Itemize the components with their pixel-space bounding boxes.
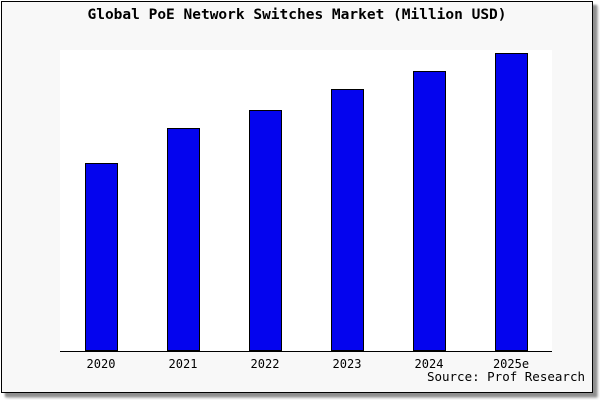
chart-card: Global PoE Network Switches Market (Mill…	[1, 1, 593, 393]
x-tick-2025e: 2025e	[492, 357, 530, 371]
x-tick-2023: 2023	[332, 357, 362, 371]
x-tick-2020: 2020	[86, 357, 116, 371]
bar-2021	[166, 127, 200, 351]
plot-area	[60, 50, 552, 352]
source-note: Source: Prof Research	[426, 369, 585, 384]
bar-2024	[412, 70, 446, 351]
x-tick-2022: 2022	[250, 357, 280, 371]
bar-2020	[84, 163, 118, 351]
x-tick-2024: 2024	[414, 357, 444, 371]
x-axis-ticks: 2020 2021 2022 2023 2024 2025e	[60, 357, 552, 373]
bar-2022	[248, 109, 282, 351]
bar-2025e	[494, 52, 528, 351]
x-tick-2021: 2021	[168, 357, 198, 371]
chart-title: Global PoE Network Switches Market (Mill…	[87, 7, 507, 23]
bar-2023	[330, 88, 364, 351]
